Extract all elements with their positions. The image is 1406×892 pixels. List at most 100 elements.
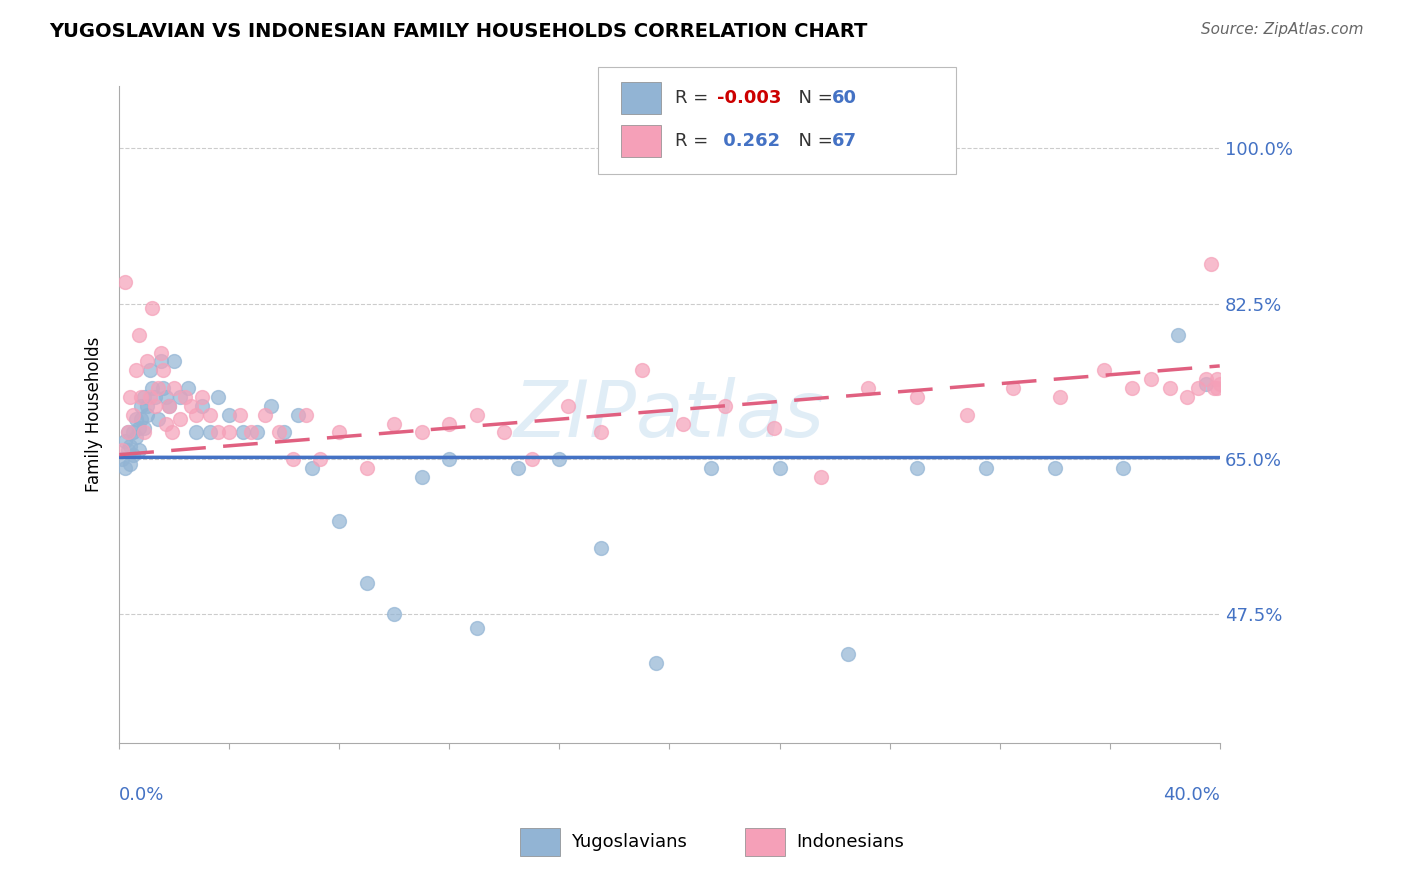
Point [713, 399, 735, 413]
Point [129, 399, 152, 413]
Point [191, 399, 214, 413]
Text: 67: 67 [832, 132, 858, 150]
Text: ZIPatlas: ZIPatlas [515, 376, 825, 453]
Point [1195, 372, 1218, 386]
Point [1175, 390, 1198, 404]
Point [384, 417, 406, 431]
Point [218, 425, 240, 440]
Point [356, 576, 378, 591]
Point [768, 461, 790, 475]
Point [589, 541, 612, 555]
Point [356, 461, 378, 475]
Text: YUGOSLAVIAN VS INDONESIAN FAMILY HOUSEHOLDS CORRELATION CHART: YUGOSLAVIAN VS INDONESIAN FAMILY HOUSEHO… [49, 22, 868, 41]
Point [259, 399, 281, 413]
Text: Indonesians: Indonesians [796, 833, 904, 851]
Point [856, 381, 879, 395]
Point [810, 470, 832, 484]
Point [1043, 461, 1066, 475]
Point [494, 425, 516, 440]
Point [143, 399, 166, 413]
Point [129, 390, 152, 404]
Point [1209, 376, 1232, 391]
Point [246, 425, 269, 440]
Point [157, 399, 180, 413]
Point [1002, 381, 1025, 395]
Point [191, 390, 214, 404]
Text: N =: N = [787, 89, 839, 107]
Point [111, 452, 134, 467]
Point [120, 390, 142, 404]
Point [1049, 390, 1071, 404]
Point [273, 425, 295, 440]
Point [132, 421, 155, 435]
Point [143, 390, 166, 404]
Text: 0.0%: 0.0% [120, 786, 165, 804]
Point [125, 363, 148, 377]
Point [177, 381, 200, 395]
Point [180, 399, 202, 413]
Point [439, 417, 461, 431]
Point [1206, 381, 1229, 395]
Text: R =: R = [675, 132, 714, 150]
Point [169, 412, 191, 426]
Point [631, 363, 654, 377]
Point [1159, 381, 1181, 395]
Point [281, 452, 304, 467]
Point [465, 408, 488, 422]
Point [229, 408, 252, 422]
Point [1092, 363, 1115, 377]
Point [1195, 376, 1218, 391]
Point [548, 452, 571, 467]
Point [149, 354, 172, 368]
Point [700, 461, 723, 475]
Point [1167, 327, 1189, 342]
Point [465, 621, 488, 635]
Point [557, 399, 579, 413]
Point [328, 425, 350, 440]
Point [644, 657, 666, 671]
Point [120, 457, 142, 471]
Point [955, 408, 977, 422]
Point [125, 412, 148, 426]
Point [174, 390, 197, 404]
Point [128, 443, 150, 458]
Point [169, 390, 191, 404]
Point [207, 425, 229, 440]
Point [411, 425, 433, 440]
Point [135, 399, 157, 413]
Point [117, 443, 139, 458]
Point [114, 434, 136, 449]
Point [129, 412, 152, 426]
Point [295, 408, 318, 422]
Point [138, 363, 160, 377]
Point [520, 452, 543, 467]
Text: Yugoslavians: Yugoslavians [571, 833, 686, 851]
Point [125, 430, 148, 444]
Point [1204, 381, 1226, 395]
Point [157, 399, 180, 413]
Point [163, 354, 186, 368]
Point [763, 421, 786, 435]
Y-axis label: Family Households: Family Households [86, 337, 103, 492]
Point [186, 408, 208, 422]
Point [905, 461, 928, 475]
Point [155, 390, 177, 404]
Point [287, 408, 309, 422]
Point [974, 461, 997, 475]
Point [837, 648, 859, 662]
Point [141, 301, 163, 316]
Point [328, 514, 350, 528]
Point [128, 421, 150, 435]
Point [163, 381, 186, 395]
Point [589, 425, 612, 440]
Point [141, 381, 163, 395]
Point [135, 408, 157, 422]
Text: 0.262: 0.262 [717, 132, 780, 150]
Point [1201, 257, 1223, 271]
Point [672, 417, 695, 431]
Point [117, 425, 139, 440]
Point [135, 354, 157, 368]
Point [1112, 461, 1135, 475]
Point [146, 412, 169, 426]
Text: -0.003: -0.003 [717, 89, 782, 107]
